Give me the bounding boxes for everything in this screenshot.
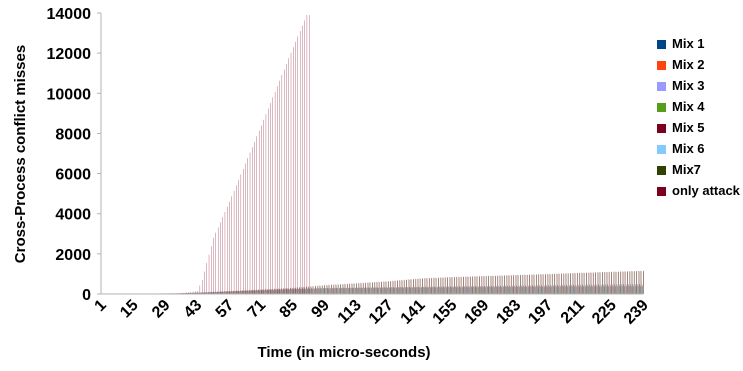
- x-tick-label: 113: [335, 297, 365, 327]
- legend-swatch: [657, 187, 666, 196]
- x-tick-label: 15: [117, 297, 142, 322]
- legend-label: Mix 5: [672, 120, 705, 136]
- x-tick-label: 197: [525, 297, 556, 328]
- y-tick-label: 8000: [55, 126, 91, 143]
- x-tick-label: 183: [493, 297, 524, 328]
- legend-label: Mix 4: [672, 99, 705, 115]
- x-tick-label: 71: [245, 297, 270, 322]
- y-axis-title: Cross-Process conflict misses: [12, 45, 29, 263]
- legend: Mix 1 Mix 2 Mix 3 Mix 4 Mix 5 Mix 6 Mix7: [657, 36, 741, 204]
- legend-item-mix-2: Mix 2: [657, 57, 741, 78]
- legend-swatch: [657, 166, 666, 175]
- y-tick-label: 10000: [47, 86, 92, 103]
- legend-label: only attack: [672, 183, 740, 199]
- x-tick-label: 155: [430, 297, 461, 328]
- x-tick-label: 99: [308, 297, 333, 322]
- x-tick-label: 141: [398, 297, 429, 328]
- legend-swatch: [657, 124, 666, 133]
- x-tick-label: 239: [621, 297, 652, 328]
- y-tick-label: 14000: [47, 6, 92, 23]
- legend-swatch: [657, 103, 666, 112]
- legend-label: Mix7: [672, 162, 701, 178]
- legend-item-only-attack: only attack: [657, 183, 741, 204]
- x-tick-label: 1: [92, 297, 110, 315]
- legend-swatch: [657, 145, 666, 154]
- x-tick-label: 169: [462, 297, 493, 328]
- legend-item-mix7: Mix7: [657, 162, 741, 183]
- legend-item-mix-5: Mix 5: [657, 120, 741, 141]
- x-tick-label: 29: [149, 297, 174, 322]
- x-tick-label: 43: [181, 297, 206, 322]
- legend-item-mix-4: Mix 4: [657, 99, 741, 120]
- x-tick-label: 127: [366, 297, 397, 328]
- x-tick-label: 211: [558, 297, 588, 327]
- legend-item-mix-6: Mix 6: [657, 141, 741, 162]
- legend-label: Mix 3: [672, 78, 705, 94]
- y-tick-label: 4000: [55, 207, 91, 224]
- legend-swatch: [657, 61, 666, 70]
- x-tick-label: 85: [277, 297, 302, 322]
- x-tick-label: 225: [589, 297, 620, 328]
- legend-label: Mix 6: [672, 141, 705, 157]
- x-tick-label: 57: [213, 297, 238, 322]
- legend-item-mix-1: Mix 1: [657, 36, 741, 57]
- y-tick-label: 2000: [55, 247, 91, 264]
- y-tick-label: 6000: [55, 167, 91, 184]
- legend-label: Mix 2: [672, 57, 705, 73]
- legend-swatch: [657, 82, 666, 91]
- legend-swatch: [657, 40, 666, 49]
- y-tick-label: 0: [82, 287, 91, 304]
- legend-item-mix-3: Mix 3: [657, 78, 741, 99]
- bars-layer: [102, 15, 644, 294]
- legend-label: Mix 1: [672, 36, 705, 52]
- y-tick-label: 12000: [47, 46, 92, 63]
- y-tick-labels: 0 2000 4000 6000 8000 10000 12000 14000: [47, 6, 102, 304]
- x-axis-title: Time (in micro-seconds): [257, 344, 430, 361]
